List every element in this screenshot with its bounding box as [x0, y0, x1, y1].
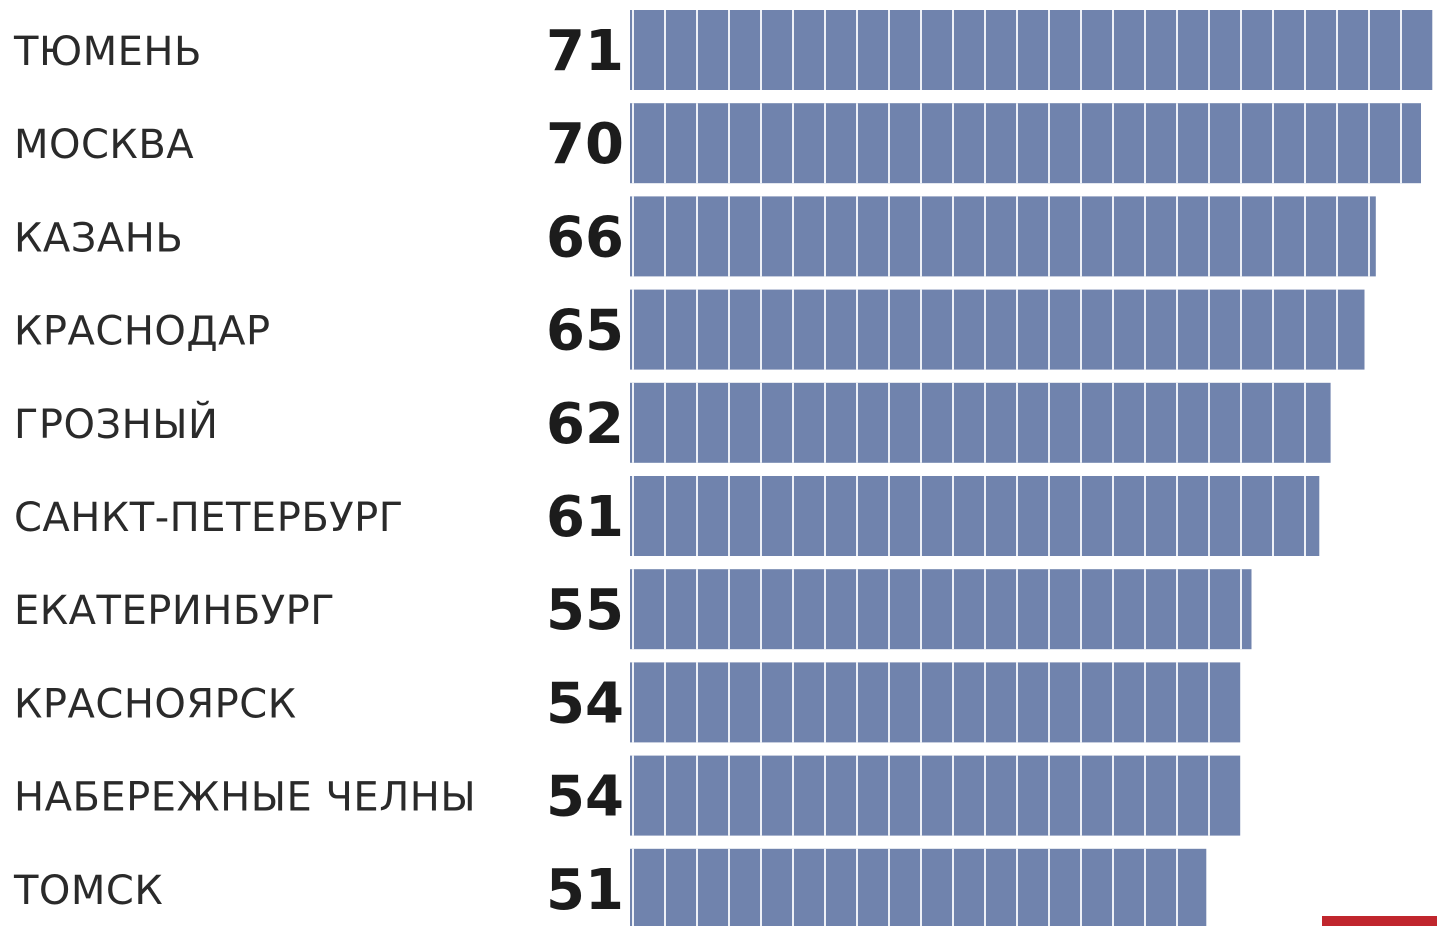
bar — [630, 289, 1365, 370]
bar-row: КАЗАНЬ 66 — [14, 196, 1376, 277]
bar — [630, 196, 1376, 277]
bar-row: МОСКВА 70 — [14, 103, 1421, 184]
value-label: 54 — [546, 765, 624, 830]
bar — [630, 755, 1241, 836]
category-label: ТЮМЕНЬ — [13, 29, 202, 75]
bar — [630, 103, 1421, 184]
bar-row: ЕКАТЕРИНБУРГ 55 — [14, 569, 1252, 650]
category-label: САНКТ-ПЕТЕРБУРГ — [14, 495, 404, 541]
corner-badge — [1322, 916, 1437, 926]
category-label: МОСКВА — [14, 122, 194, 168]
category-label: ЕКАТЕРИНБУРГ — [14, 588, 335, 634]
bar — [630, 569, 1252, 650]
value-label: 54 — [546, 671, 624, 736]
category-label: КРАСНОДАР — [14, 309, 271, 355]
bar — [630, 382, 1331, 463]
bar-row: КРАСНОДАР 65 — [14, 289, 1365, 370]
bar — [630, 848, 1207, 926]
bar-row: ГРОЗНЫЙ 62 — [14, 382, 1331, 463]
bar-row: НАБЕРЕЖНЫЕ ЧЕЛНЫ 54 — [14, 755, 1241, 836]
category-label: КАЗАНЬ — [14, 215, 183, 261]
bar-row: ТЮМЕНЬ 71 — [13, 10, 1433, 90]
bar — [630, 662, 1241, 743]
value-label: 70 — [546, 112, 624, 177]
bar-row: КРАСНОЯРСК 54 — [14, 662, 1241, 743]
value-label: 71 — [546, 19, 624, 84]
category-label: КРАСНОЯРСК — [14, 681, 297, 727]
value-label: 61 — [546, 485, 624, 550]
value-label: 51 — [546, 858, 624, 923]
bar-row: САНКТ-ПЕТЕРБУРГ 61 — [14, 476, 1320, 556]
category-label: ТОМСК — [13, 868, 163, 914]
category-label: НАБЕРЕЖНЫЕ ЧЕЛНЫ — [14, 775, 476, 821]
value-label: 55 — [546, 578, 624, 643]
bar — [630, 10, 1433, 90]
bar — [630, 476, 1320, 556]
value-label: 66 — [546, 205, 624, 270]
category-label: ГРОЗНЫЙ — [14, 400, 218, 448]
value-label: 62 — [546, 392, 624, 457]
bar-row: ТОМСК 51 — [13, 848, 1207, 926]
value-label: 65 — [546, 299, 624, 364]
